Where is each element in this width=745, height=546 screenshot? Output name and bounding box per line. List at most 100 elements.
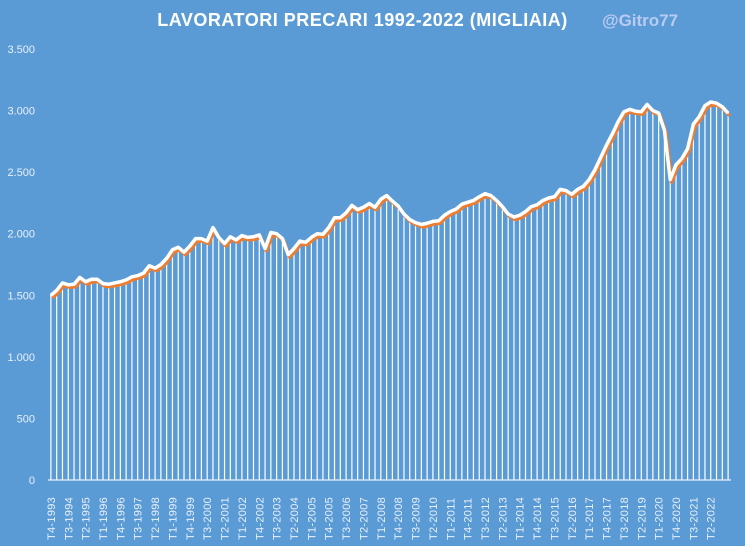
x-tick-label: T4-2014: [532, 497, 544, 540]
y-tick-label: 3.500: [7, 44, 35, 56]
x-tick-label: T1-2014: [515, 497, 527, 540]
data-point: [663, 129, 666, 132]
x-tick-label: T4-2002: [254, 497, 266, 540]
data-point: [374, 206, 376, 209]
data-point: [235, 239, 237, 241]
data-point: [698, 115, 700, 118]
x-tick-label: T3-2021: [688, 497, 700, 540]
x-tick-label: T3-2018: [619, 497, 631, 540]
data-point: [287, 253, 290, 256]
data-point: [640, 111, 643, 113]
x-tick-label: T2-1995: [81, 497, 93, 540]
data-point: [634, 110, 637, 112]
data-point: [206, 240, 208, 242]
data-point: [553, 195, 556, 198]
x-tick-label: T1-2011: [445, 498, 457, 540]
author-watermark: @Gitro77: [602, 11, 679, 30]
data-point: [652, 109, 654, 112]
x-tick-label: T4-1996: [115, 497, 127, 540]
data-point: [484, 192, 486, 195]
data-point: [333, 216, 336, 219]
x-tick-label: T3-2009: [411, 497, 423, 540]
data-point: [403, 213, 405, 215]
data-point: [241, 234, 243, 237]
data-point: [310, 236, 313, 239]
series-line: [49, 100, 730, 297]
x-tick-label: T3-2000: [202, 497, 214, 540]
data-point: [362, 206, 365, 209]
data-point: [148, 264, 151, 267]
data-point: [275, 232, 278, 235]
data-point: [536, 203, 538, 206]
data-point: [356, 208, 359, 211]
data-point: [183, 251, 185, 253]
data-point: [432, 220, 434, 223]
x-tick-label: T1-2002: [237, 497, 249, 540]
x-tick-label: T2-2016: [567, 497, 579, 540]
data-point: [339, 216, 342, 219]
data-point: [304, 241, 307, 244]
data-point: [61, 282, 64, 284]
data-point: [518, 214, 521, 217]
data-point: [368, 202, 371, 205]
data-point: [547, 197, 550, 199]
data-point: [293, 247, 295, 250]
data-point: [189, 245, 191, 247]
chart-title-text: LAVORATORI PRECARI 1992-2022 (MIGLIAIA): [157, 10, 568, 30]
data-point: [617, 120, 619, 123]
x-tick-label: T1-2008: [376, 497, 388, 540]
data-point: [67, 284, 70, 286]
data-point: [316, 232, 318, 235]
x-tick-label: T4-2005: [324, 497, 336, 540]
data-point: [466, 201, 469, 204]
data-point: [605, 144, 608, 146]
data-point: [131, 276, 133, 278]
data-point: [426, 222, 428, 225]
data-point: [270, 231, 272, 234]
data-point: [246, 236, 249, 239]
x-tick-label: T3-2003: [272, 497, 284, 540]
y-tick-label: 3.000: [7, 106, 35, 118]
y-tick-label: 500: [17, 413, 35, 425]
x-tick-label: T1-1996: [98, 497, 110, 540]
data-point: [715, 102, 718, 104]
x-tick-label: T2-2001: [220, 497, 232, 540]
y-tick-label: 2.000: [7, 229, 35, 241]
x-tick-label: T2-2010: [428, 497, 440, 540]
data-point: [646, 103, 648, 106]
data-point: [142, 272, 145, 274]
data-point: [501, 205, 504, 208]
data-point: [443, 214, 446, 217]
data-point: [709, 101, 712, 103]
data-point: [345, 211, 347, 214]
data-point: [107, 283, 110, 286]
data-point: [90, 278, 93, 281]
data-point: [530, 205, 533, 208]
y-tick-label: 1.000: [7, 352, 35, 364]
data-point: [692, 123, 695, 125]
data-point: [258, 234, 261, 236]
data-point: [414, 221, 417, 224]
x-tick-label: T3-2006: [341, 497, 353, 540]
data-point: [727, 112, 729, 114]
data-point: [50, 294, 52, 297]
data-point: [252, 235, 255, 238]
data-point: [212, 226, 214, 229]
data-point: [154, 267, 156, 269]
data-point: [194, 237, 197, 240]
x-tick-label: T3-2015: [549, 497, 561, 540]
x-tick-label: T4-2008: [393, 497, 405, 540]
data-point: [351, 204, 353, 207]
data-point: [524, 210, 527, 213]
data-point: [223, 242, 226, 245]
data-point: [96, 278, 98, 281]
data-point: [385, 194, 388, 197]
data-point: [217, 236, 220, 239]
x-tick-label: T4-2011: [463, 498, 475, 540]
data-point: [611, 133, 614, 135]
data-point: [171, 248, 174, 251]
data-point: [408, 218, 411, 221]
data-point: [495, 199, 498, 202]
data-point: [675, 163, 677, 166]
y-tick-label: 1.500: [7, 290, 35, 302]
